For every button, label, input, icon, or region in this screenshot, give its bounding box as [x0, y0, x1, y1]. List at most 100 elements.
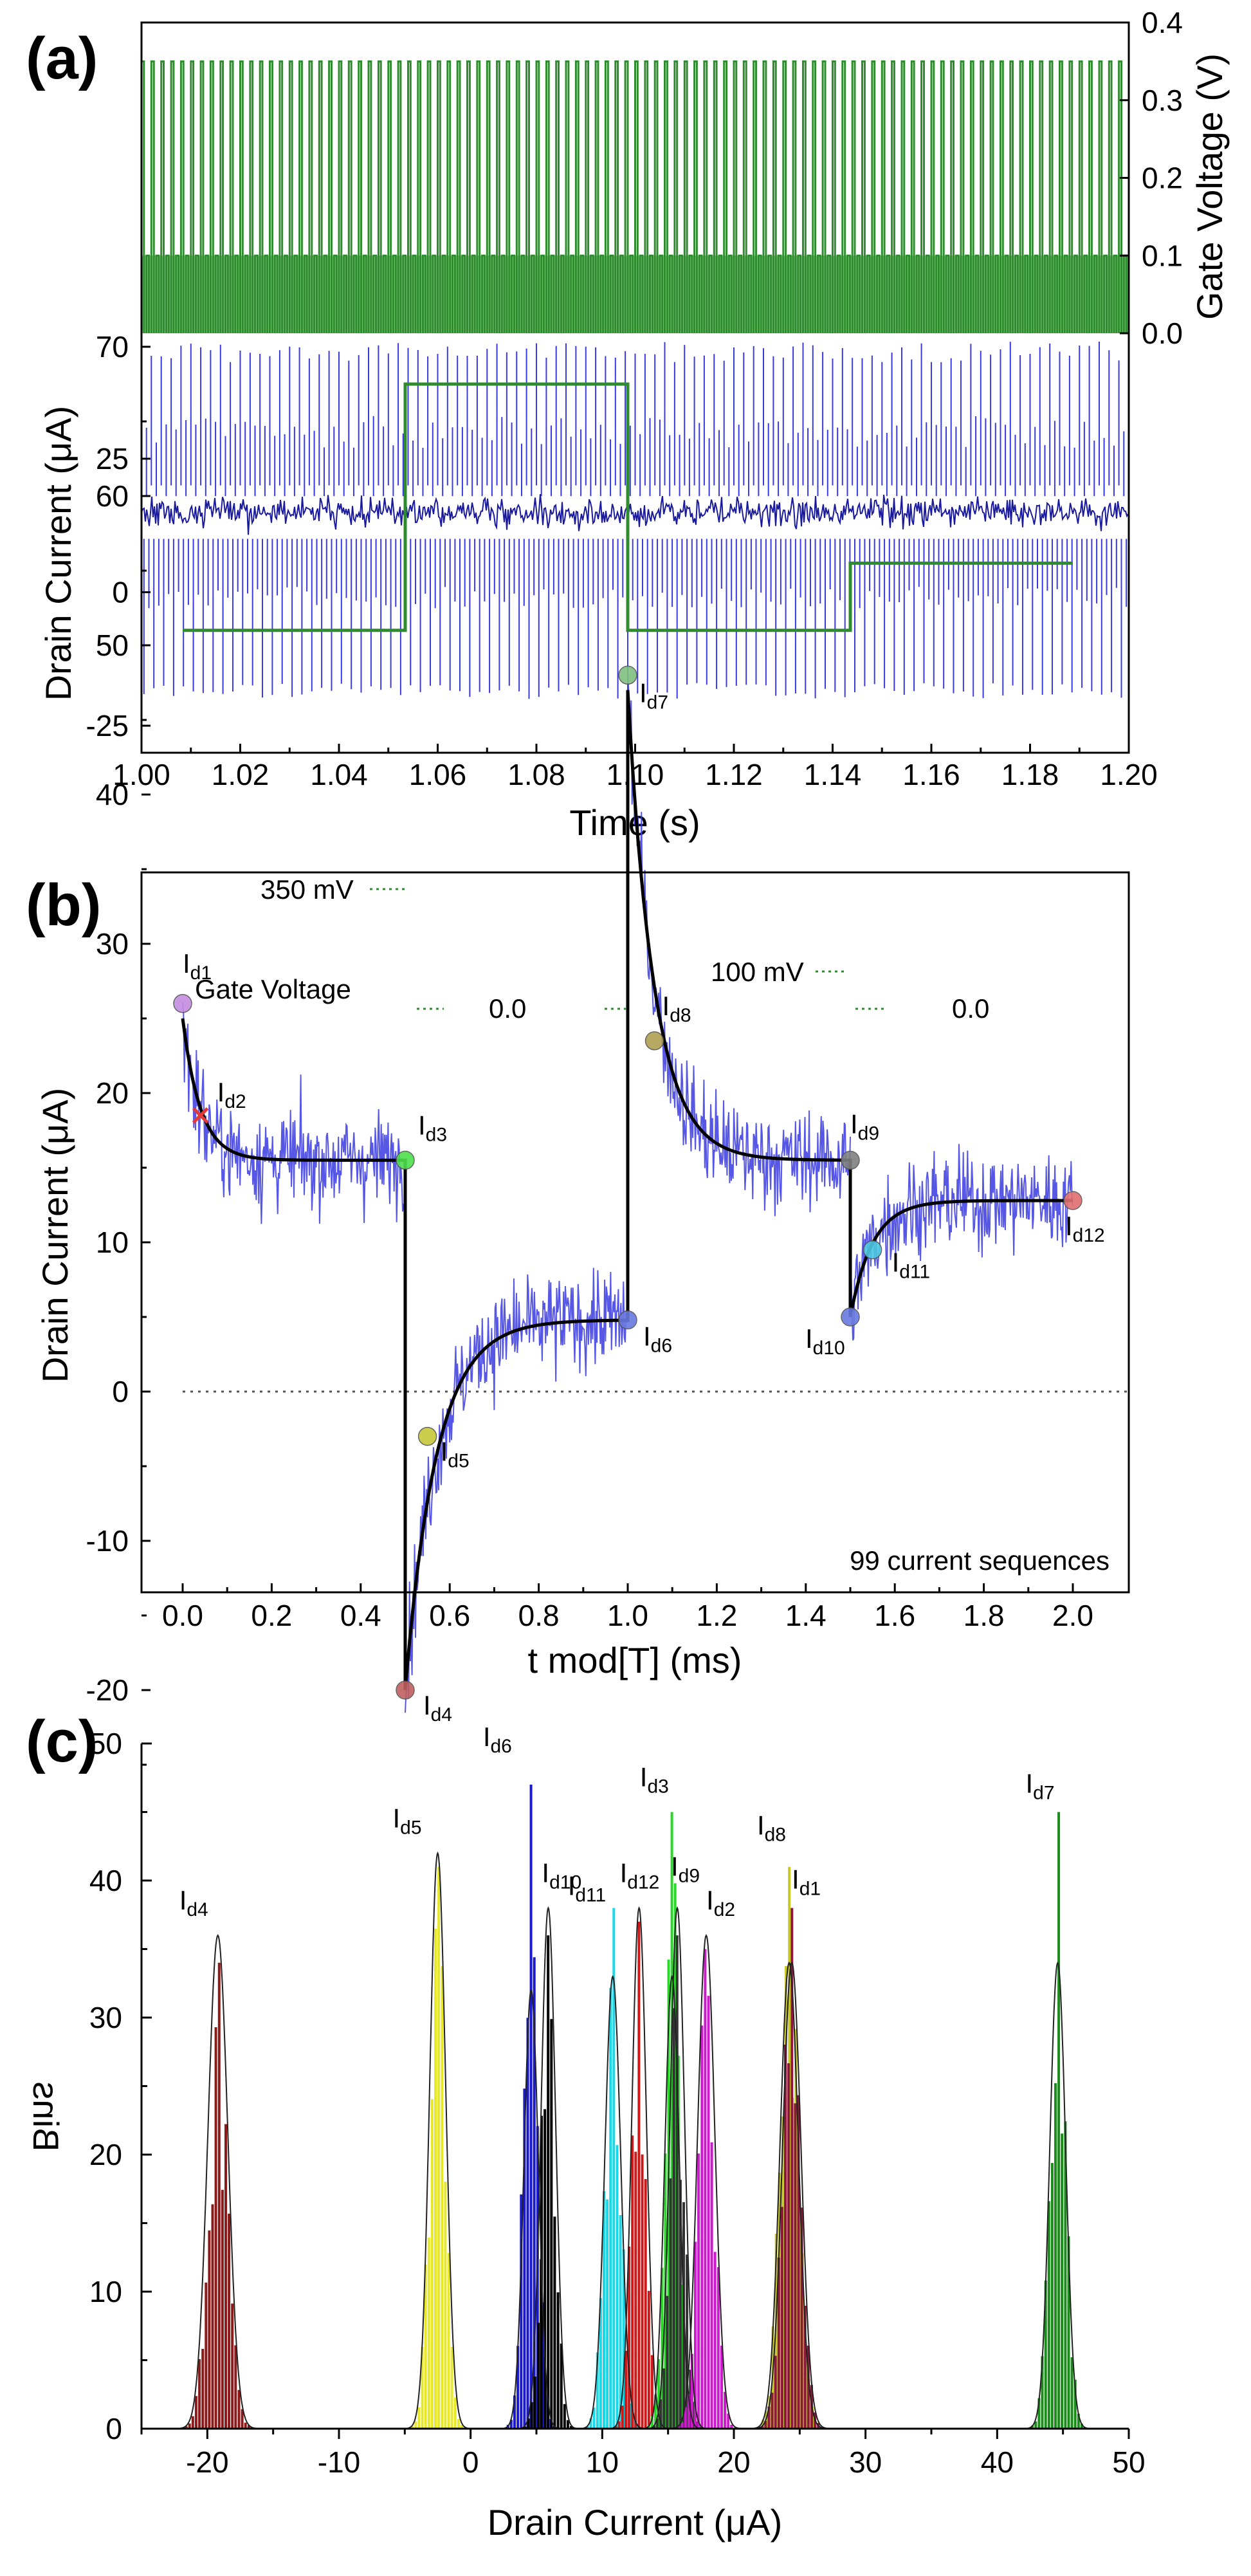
point-d6 [618, 1310, 637, 1330]
x-tick-label: 1.14 [804, 758, 862, 791]
point-label-sub: d4 [431, 1704, 452, 1725]
x-tick-label: 1.0 [607, 1599, 648, 1632]
point-d5 [417, 1426, 437, 1446]
panel-a-label: (a) [26, 26, 98, 91]
point-label-main: I [441, 1437, 448, 1467]
x-tick-label: 2.0 [1052, 1599, 1093, 1632]
peak-label-main: I [640, 1762, 648, 1792]
gate-annotation-zero-1: 0.0 [489, 993, 526, 1024]
peak-label-Id3: Id3 [640, 1762, 669, 1798]
y-tick-label: 0 [112, 1375, 129, 1408]
peak-label-Id6: Id6 [483, 1722, 512, 1757]
point-label-sub: d6 [651, 1336, 672, 1357]
gate-step-trace [183, 382, 1073, 632]
x-tick-label: 1.2 [696, 1599, 737, 1632]
point-label-d12: Id12 [1065, 1211, 1105, 1246]
peak-label-main: I [620, 1858, 628, 1888]
point-d3 [396, 1150, 415, 1170]
y-tick-label: 60 [96, 479, 129, 513]
point-label-sub: d11 [899, 1262, 930, 1283]
y-tick-label: 20 [96, 1076, 129, 1110]
fit-Id5 [406, 1851, 470, 2429]
bars-Id9 [653, 1935, 702, 2429]
fit-Id10 [519, 1906, 578, 2429]
x-tick-label: 1.02 [212, 758, 269, 791]
panel-b-frame [140, 871, 1130, 1594]
peak-label-sub: d5 [400, 1817, 421, 1838]
point-label-sub: d3 [426, 1124, 447, 1145]
current-band [141, 494, 1129, 535]
peak-label-sub: d7 [1033, 1783, 1054, 1804]
fit-Id2 [671, 1934, 741, 2429]
fit-Id1 [754, 1961, 829, 2429]
x-tick-label: 1.18 [1001, 758, 1059, 791]
point-label-main: I [183, 948, 190, 979]
panel-b-y-ticks: -20 -10 0 10 20 30 40 50 60 70 [86, 330, 151, 1766]
peak-label-sub: d6 [490, 1736, 511, 1757]
peak-label-Id1: Id1 [792, 1864, 821, 1900]
point-label-main: I [892, 1247, 900, 1278]
peak-label-sub: d2 [714, 1899, 735, 1920]
panel-a-y-ticks-left: -25 0 25 [86, 442, 151, 742]
panel-c-gaussian-fits [178, 1851, 1090, 2429]
peak-label-main: I [483, 1722, 491, 1752]
x-tick-label: 40 [981, 2445, 1014, 2479]
x-tick-label: -10 [318, 2445, 360, 2479]
y-tick-label: 70 [96, 330, 129, 363]
bars-Id4 [185, 1962, 250, 2429]
panel-c-x-label: Drain Current (μA) [488, 2502, 783, 2543]
gate-annotation-zero-2: 0.0 [952, 993, 989, 1024]
x-tick-label: 1.00 [113, 758, 170, 791]
peak-label-sub: d10 [549, 1872, 581, 1893]
point-label-d10: Id10 [805, 1323, 845, 1359]
peak-label-main: I [568, 1871, 576, 1901]
y-tick-label: 50 [96, 629, 129, 662]
x-tick-label: 50 [1112, 2445, 1145, 2479]
point-label-sub: d10 [813, 1338, 845, 1359]
panel-b-x-ticks: 0.0 0.2 0.4 0.6 0.8 1.0 1.2 1.4 1.6 1.8 2.0 [162, 1583, 1093, 1632]
panel-b: (b) Id1Id2Id3Id4Id5Id6Id7Id8Id9Id10Id11I… [26, 330, 1130, 1766]
point-label-sub: d7 [647, 692, 668, 713]
y-tick-label: -10 [86, 1524, 129, 1558]
x-tick-label: 1.16 [902, 758, 960, 791]
panel-b-annotation: 99 current sequences [850, 1545, 1109, 1576]
peak-label-sub: d11 [575, 1885, 606, 1906]
x-tick-label: 0.2 [251, 1599, 292, 1632]
point-label-d7: Id7 [639, 677, 668, 713]
fit-Id7 [1026, 1961, 1090, 2429]
point-label-main: I [1065, 1211, 1073, 1241]
peak-label-Id10: Id10 [542, 1858, 581, 1893]
peak-label-main: I [671, 1852, 679, 1882]
point-label-d4: Id4 [423, 1690, 452, 1725]
x-tick-label: 1.08 [507, 758, 565, 791]
peak-label-Id7: Id7 [1025, 1769, 1054, 1804]
y-tick-label: 40 [96, 778, 129, 811]
noise-segment [850, 1144, 1073, 1341]
peak-label-main: I [792, 1864, 799, 1895]
point-label-d8: Id8 [662, 991, 691, 1026]
y2-tick-label: 0.2 [1142, 161, 1183, 195]
fit-Id3 [643, 1974, 701, 2429]
panel-a-gate-trace [140, 60, 1129, 333]
x-tick-label: 0.0 [162, 1599, 203, 1632]
peak-label-main: I [757, 1810, 765, 1841]
y2-tick-label: 0.3 [1142, 84, 1183, 117]
exponential-fit [181, 690, 1073, 1691]
peak-label-sub: d1 [799, 1879, 821, 1900]
y-tick-label: -20 [86, 1673, 129, 1707]
panel-b-gate-trace [183, 382, 1073, 632]
panel-a-x-ticks: 1.00 1.02 1.04 1.06 1.08 1.10 1.12 1.14 1.16 1.18… [113, 744, 1158, 791]
peak-label-main: I [179, 1885, 187, 1915]
y-tick-label: -25 [86, 709, 129, 742]
y-tick-label: 10 [96, 1226, 129, 1259]
point-label-d5: Id5 [441, 1437, 470, 1472]
y-tick-label: 30 [89, 2001, 122, 2034]
point-label-main: I [805, 1323, 813, 1354]
fit-Id4 [178, 1934, 258, 2429]
x-tick-label: 1.06 [409, 758, 467, 791]
point-d4 [396, 1680, 415, 1700]
panel-c: (c) Id4Id5Id6Id10Id11Id12Id3Id9Id2Id8Id1… [26, 1709, 1146, 2543]
panel-a: (a) 1.00 1.02 1.04 1.06 1.08 1.10 1.12 1.14 1.16… [26, 6, 1230, 843]
